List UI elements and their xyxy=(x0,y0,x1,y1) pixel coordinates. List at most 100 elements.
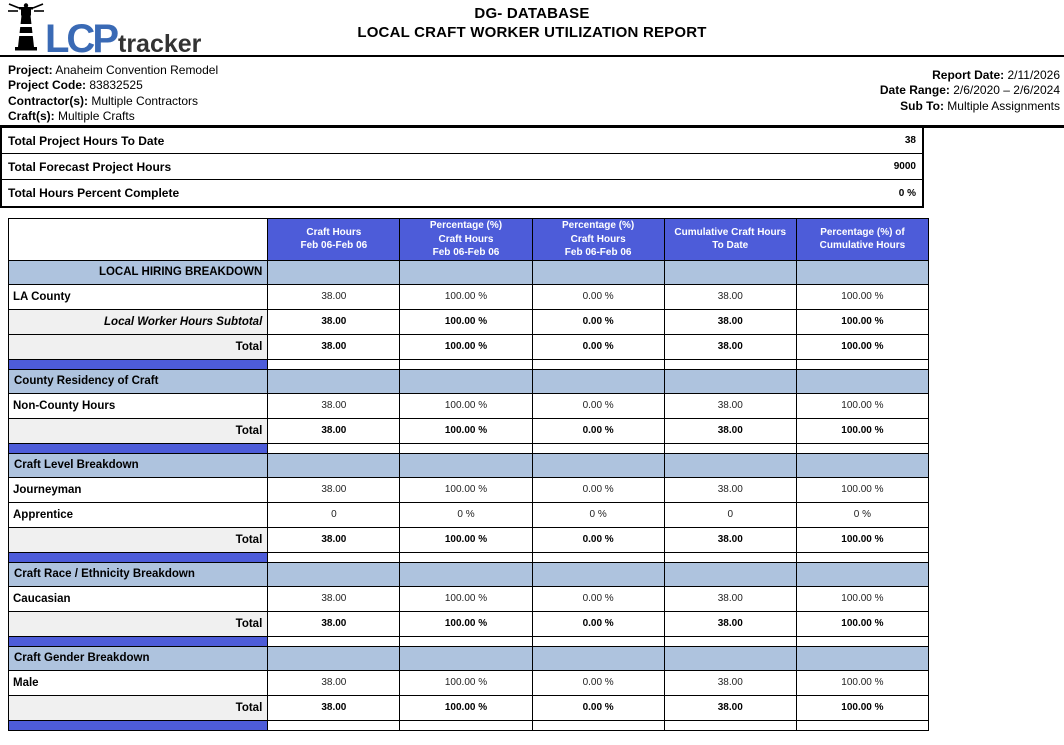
row-value: 100.00 % xyxy=(399,392,533,419)
row-value: 38.00 xyxy=(267,669,401,696)
row-value xyxy=(663,368,797,394)
sub-to-value: Multiple Assignments xyxy=(947,98,1060,113)
table-row: Total 38.00 100.00 % 0.00 % 38.00 100.00 % xyxy=(7,694,930,721)
row-value: 100.00 % xyxy=(399,694,533,721)
row-value: 38.00 xyxy=(663,417,797,444)
row-value xyxy=(663,561,797,587)
project-code-line: Project Code: 83832525 xyxy=(8,78,218,93)
separator-row xyxy=(7,358,930,370)
row-value xyxy=(267,645,401,671)
table-row: LA County 38.00 100.00 % 0.00 % 38.00 100.00 … xyxy=(7,283,930,310)
row-value xyxy=(795,452,930,478)
row-value xyxy=(663,452,797,478)
row-value xyxy=(795,561,930,587)
row-value xyxy=(267,368,401,394)
row-value xyxy=(399,719,533,731)
row-value: 38.00 xyxy=(663,694,797,721)
row-value xyxy=(663,358,797,370)
project-info: Project: Anaheim Convention Remodel Proj… xyxy=(8,63,218,125)
summary-row-hours-to-date: Total Project Hours To Date 38 xyxy=(2,128,922,154)
row-value: 38.00 xyxy=(267,694,401,721)
table-row: Non-County Hours 38.00 100.00 % 0.00 % 38.00… xyxy=(7,392,930,419)
row-value xyxy=(267,259,401,285)
row-label xyxy=(7,442,269,454)
row-value: 100.00 % xyxy=(795,333,930,360)
row-value: 100.00 % xyxy=(399,333,533,360)
project-label: Project: xyxy=(8,63,53,77)
row-label xyxy=(7,635,269,647)
row-value xyxy=(267,442,401,454)
row-label xyxy=(7,358,269,370)
row-value xyxy=(663,719,797,731)
row-value: 100.00 % xyxy=(399,417,533,444)
utilization-table: Craft Hours Feb 06-Feb 06 Percentage (%)… xyxy=(7,218,930,731)
row-value: 100.00 % xyxy=(399,585,533,612)
row-value xyxy=(399,645,533,671)
row-value: 38.00 xyxy=(267,585,401,612)
row-value xyxy=(795,551,930,563)
row-value: 0 xyxy=(663,501,797,528)
row-value xyxy=(531,368,665,394)
lighthouse-icon xyxy=(8,1,44,58)
summary-label: Total Hours Percent Complete xyxy=(8,186,180,200)
row-value: 0.00 % xyxy=(531,526,665,553)
row-value: 100.00 % xyxy=(795,610,930,637)
row-value xyxy=(531,645,665,671)
row-label: Craft Level Breakdown xyxy=(7,452,269,478)
row-value: 100.00 % xyxy=(399,476,533,503)
row-value: 38.00 xyxy=(663,308,797,335)
row-value xyxy=(531,442,665,454)
summary-value: 9000 xyxy=(893,161,916,172)
row-value: 0.00 % xyxy=(531,392,665,419)
row-label: Total xyxy=(7,610,269,637)
row-value xyxy=(267,358,401,370)
separator-row xyxy=(7,442,930,454)
row-label: LA County xyxy=(7,283,269,310)
row-value: 38.00 xyxy=(267,476,401,503)
section-row: Craft Level Breakdown xyxy=(7,452,930,478)
table-row: Total 38.00 100.00 % 0.00 % 38.00 100.00 % xyxy=(7,333,930,360)
report-date-label: Report Date: xyxy=(932,68,1005,82)
row-value: 38.00 xyxy=(267,333,401,360)
summary-row-forecast-hours: Total Forecast Project Hours 9000 xyxy=(2,154,922,180)
row-value: 0 % xyxy=(399,501,533,528)
row-label xyxy=(7,719,269,731)
row-value xyxy=(531,719,665,731)
report-title-database: DG- DATABASE xyxy=(474,5,590,22)
row-value xyxy=(399,259,533,285)
logo-text-lcp: LCP xyxy=(45,17,119,61)
row-value: 38.00 xyxy=(663,392,797,419)
row-value: 0.00 % xyxy=(531,476,665,503)
contractors-label: Contractor(s): xyxy=(8,93,88,108)
table-row: Total 38.00 100.00 % 0.00 % 38.00 100.00 % xyxy=(7,610,930,637)
crafts-value: Multiple Crafts xyxy=(58,109,135,124)
row-value: 100.00 % xyxy=(795,694,930,721)
row-value xyxy=(795,358,930,370)
row-label: Craft Gender Breakdown xyxy=(7,645,269,671)
separator-row xyxy=(7,551,930,563)
table-row: Local Worker Hours Subtotal 38.00 100.00 %… xyxy=(7,308,930,335)
row-value xyxy=(531,551,665,563)
row-label: Local Worker Hours Subtotal xyxy=(7,308,269,335)
row-value: 38.00 xyxy=(663,283,797,310)
row-value: 38.00 xyxy=(267,417,401,444)
row-value: 0 xyxy=(267,501,401,528)
row-label: Caucasian xyxy=(7,585,269,612)
row-label: County Residency of Craft xyxy=(7,368,269,394)
row-value xyxy=(663,259,797,285)
row-value: 38.00 xyxy=(267,526,401,553)
table-row: Total 38.00 100.00 % 0.00 % 38.00 100.00 % xyxy=(7,417,930,444)
report-title-main: LOCAL CRAFT WORKER UTILIZATION REPORT xyxy=(357,23,707,41)
summary-value: 0 % xyxy=(898,187,916,199)
table-row: Apprentice 0 0 % 0 % 0 0 % xyxy=(7,501,930,528)
summary-table: Total Project Hours To Date 38 Total For… xyxy=(0,128,924,208)
info-bar: Project: Anaheim Convention Remodel Proj… xyxy=(0,57,1064,125)
row-value: 100.00 % xyxy=(399,283,533,310)
row-value: 0.00 % xyxy=(531,585,665,612)
row-value: 100.00 % xyxy=(399,526,533,553)
divider-rule xyxy=(0,125,1064,128)
report-date-value: 2/11/2026 xyxy=(1007,68,1061,82)
row-label: Craft Race / Ethnicity Breakdown xyxy=(7,561,269,587)
row-value xyxy=(399,452,533,478)
header-percentage-craft-hours-2: Percentage (%) Craft Hours Feb 06-Feb 06 xyxy=(531,218,665,261)
